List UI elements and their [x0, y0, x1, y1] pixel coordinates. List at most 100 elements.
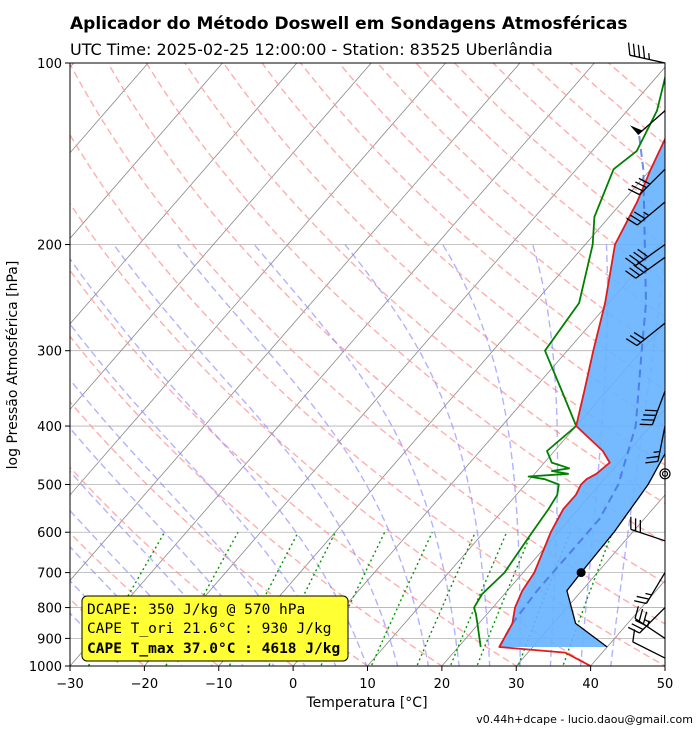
barb-half — [653, 450, 660, 453]
x-tick-label: −30 — [56, 677, 83, 692]
barb-full — [637, 248, 649, 258]
background-lines — [70, 63, 665, 666]
x-tick-label: 10 — [359, 677, 376, 692]
isotherm-30 — [515, 494, 665, 666]
barb-full — [646, 455, 660, 459]
wind-barb — [630, 516, 666, 542]
y-tick-label: 600 — [37, 526, 62, 541]
barb-full — [637, 261, 649, 271]
barb-shaft — [645, 572, 666, 604]
annotation-box: DCAPE: 350 J/kg @ 570 hPa CAPE T_ori 21.… — [81, 595, 349, 662]
mixing-ratio-16 — [449, 531, 508, 666]
isotherm-20 — [441, 408, 665, 666]
barb-shaft — [651, 390, 666, 426]
barb-full — [630, 214, 642, 223]
cape-area — [499, 139, 665, 647]
x-tick-label: 40 — [582, 677, 599, 692]
y-tick-label: 400 — [37, 420, 62, 435]
barb-full — [633, 211, 646, 220]
dry-adiabat-30 — [70, 269, 518, 666]
barb-shaft — [657, 425, 666, 462]
barb-full — [629, 267, 641, 276]
y-tick-label: 200 — [37, 239, 62, 254]
barb-half — [646, 620, 650, 627]
wind-barb — [630, 110, 666, 135]
annotation-line-cape-ori: CAPE T_ori 21.6°C : 930 J/kg — [87, 621, 331, 637]
dewpoint-line — [473, 74, 665, 648]
x-tick-label: −20 — [131, 677, 158, 692]
barb-shaft — [634, 617, 666, 639]
calm-circle — [659, 468, 671, 480]
cape-shading — [499, 139, 665, 647]
wind-barb — [625, 243, 666, 266]
wind-barbs — [625, 42, 671, 659]
barb-half — [645, 592, 652, 596]
barb-shaft — [636, 322, 666, 347]
y-axis-ticks: 100 200 300 400 500 600 700 800 900 1000 — [29, 57, 70, 675]
barb-shaft — [632, 641, 666, 659]
barb-full — [631, 184, 644, 192]
wind-barb — [633, 572, 666, 605]
barb-full — [637, 44, 641, 58]
wind-barb — [645, 425, 666, 464]
barb-half — [648, 53, 651, 60]
isotherm--30 — [70, 63, 595, 666]
moist-adiabat-16 — [113, 244, 399, 666]
mixing-ratio-28 — [517, 531, 572, 666]
y-tick-label: 900 — [37, 632, 62, 647]
chart-subtitle: UTC Time: 2025-02-25 12:00:00 - Station:… — [70, 40, 553, 59]
barb-full — [633, 264, 645, 273]
x-axis-ticks: −30 −20 −10 0 10 20 30 40 50 — [56, 666, 673, 692]
isotherm-0 — [292, 237, 665, 666]
descent-parcel-line — [498, 131, 647, 648]
x-tick-label: 20 — [434, 677, 451, 692]
barb-full — [636, 595, 650, 600]
wind-barb — [626, 201, 666, 226]
barb-full — [629, 335, 642, 344]
isotherm--40 — [70, 63, 521, 582]
x-tick-label: 50 — [657, 677, 674, 692]
barb-full — [627, 42, 631, 56]
y-tick-label: 800 — [37, 602, 62, 617]
barb-full — [633, 600, 647, 605]
y-tick-label: 700 — [37, 567, 62, 582]
barb-shaft — [636, 201, 666, 226]
temperature-line — [498, 137, 665, 666]
mixing-ratio-12 — [416, 531, 476, 666]
y-tick-label: 1000 — [29, 660, 62, 675]
moist-adiabat-4 — [70, 378, 306, 666]
annotation-cape-max-key: CAPE T_max — [87, 641, 175, 657]
x-axis-label: Temperatura [°C] — [305, 695, 427, 711]
isotherm--90 — [70, 63, 149, 154]
moist-adiabat-44 — [610, 246, 665, 666]
barb-full — [638, 177, 651, 185]
wind-barb — [625, 322, 666, 347]
y-tick-label: 500 — [37, 478, 62, 493]
dry-adiabat-40 — [70, 202, 592, 666]
moist-adiabat-24 — [253, 244, 460, 666]
mixing-ratio-20 — [476, 531, 533, 666]
profiles — [473, 74, 665, 666]
parcel-line — [566, 452, 665, 648]
wind-barb — [625, 256, 666, 279]
barb-shaft — [635, 243, 666, 266]
barb-full — [625, 270, 637, 279]
annotation-line-cape-max: CAPE T_max 37.0°C : 4618 J/kg — [87, 641, 340, 657]
wind-barb — [634, 606, 666, 639]
annotation-cape-max-value: 37.0°C : 4618 J/kg — [174, 641, 340, 657]
wind-barb — [632, 629, 666, 659]
wind-barb — [659, 468, 671, 480]
annotation-dcape-key: DCAPE — [87, 602, 131, 618]
wind-barb — [627, 607, 666, 634]
isotherm--80 — [70, 63, 224, 239]
barb-full — [632, 43, 636, 57]
barb-full — [635, 181, 647, 189]
isotherm--50 — [70, 63, 447, 496]
annotation-line-dcape: DCAPE: 350 J/kg @ 570 hPa — [87, 602, 305, 618]
chart-title: Aplicador do Método Doswell em Sondagens… — [70, 14, 627, 34]
dry-adiabat-50 — [70, 133, 665, 666]
isotherm--60 — [70, 63, 372, 411]
barb-full — [642, 45, 646, 59]
lfc-marker — [576, 568, 586, 578]
